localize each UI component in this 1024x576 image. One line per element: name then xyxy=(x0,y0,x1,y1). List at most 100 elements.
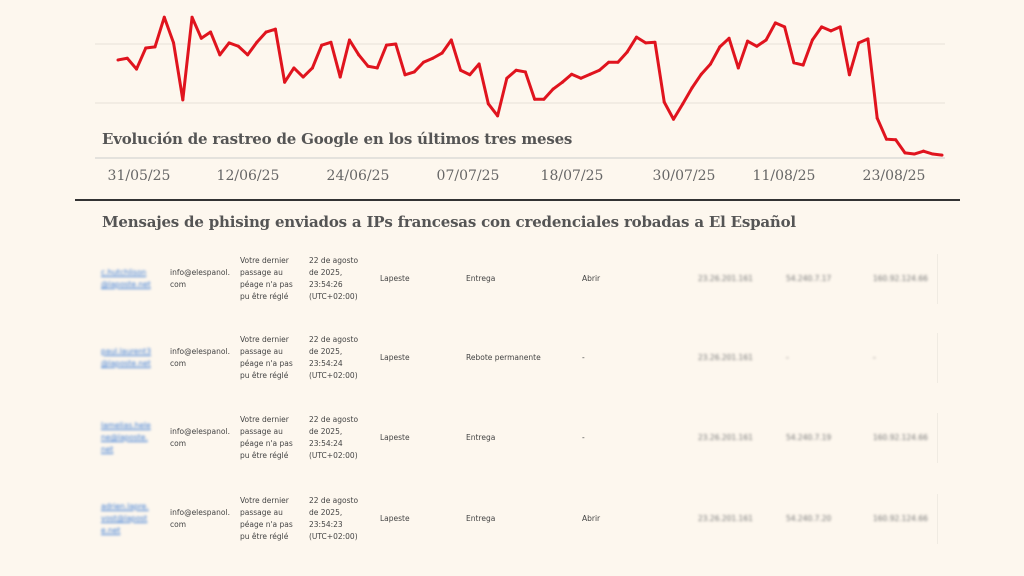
section-divider xyxy=(75,199,960,201)
data-point xyxy=(384,43,388,47)
data-point xyxy=(366,64,370,68)
table-row: c.hutchlison@laposte.net info@elespanol.c… xyxy=(0,239,1024,319)
data-point xyxy=(727,36,731,40)
data-point xyxy=(320,43,324,47)
opened-status: Abrir xyxy=(582,514,601,523)
data-point xyxy=(894,138,898,142)
data-point xyxy=(940,153,944,157)
data-point xyxy=(690,86,694,90)
data-point xyxy=(792,61,796,65)
data-point xyxy=(329,40,333,44)
data-point xyxy=(542,97,546,101)
data-point xyxy=(616,60,620,64)
data-point xyxy=(357,53,361,57)
data-point xyxy=(301,75,305,79)
data-point xyxy=(903,151,907,155)
provider: Lapeste xyxy=(380,514,410,523)
data-point xyxy=(422,60,426,64)
sender-email: info@elespanol.com xyxy=(170,268,230,289)
data-point xyxy=(375,66,379,70)
data-point xyxy=(838,25,842,29)
data-point xyxy=(190,15,194,19)
x-tick-label: 11/08/25 xyxy=(752,168,816,184)
data-point xyxy=(412,70,416,74)
data-point xyxy=(338,75,342,79)
data-point xyxy=(292,66,296,70)
recipient-email[interactable]: adrien.lapre.vost@laposte.net xyxy=(101,502,149,535)
table-row: lamelias.helene@laposte.net info@elespano… xyxy=(0,398,1024,478)
column-divider xyxy=(937,413,938,463)
x-tick-label: 07/07/25 xyxy=(436,168,500,184)
ip-address: 54.240.7.17 xyxy=(786,274,832,283)
data-point xyxy=(560,80,564,84)
data-point xyxy=(764,38,768,42)
delivery-status: Entrega xyxy=(466,514,496,523)
delivery-status: Rebote permanente xyxy=(466,353,541,362)
ip-address: 54.240.7.20 xyxy=(786,514,832,523)
x-tick-label: 12/06/25 xyxy=(216,168,280,184)
data-point xyxy=(709,62,713,66)
data-point xyxy=(755,44,759,48)
data-point xyxy=(347,38,351,42)
sender-email: info@elespanol.com xyxy=(170,427,230,448)
data-point xyxy=(829,29,833,33)
opened-status: - xyxy=(582,433,585,442)
data-point xyxy=(653,40,657,44)
data-point xyxy=(857,41,861,45)
data-point xyxy=(144,46,148,50)
column-divider xyxy=(937,494,938,544)
data-point xyxy=(931,152,935,156)
data-point xyxy=(468,73,472,77)
data-point xyxy=(236,44,240,48)
data-point xyxy=(283,80,287,84)
data-point xyxy=(116,58,120,62)
data-point xyxy=(440,51,444,55)
data-point xyxy=(921,149,925,153)
recipient-email[interactable]: paul.laurent3@laposte.net xyxy=(101,347,152,368)
data-point xyxy=(625,50,629,54)
data-point xyxy=(255,40,259,44)
x-tick-label: 24/06/25 xyxy=(326,168,390,184)
ip-address: 54.240.7.19 xyxy=(786,433,832,442)
data-point xyxy=(505,76,509,80)
data-point xyxy=(218,53,222,57)
data-point xyxy=(607,60,611,64)
table-row: paul.laurent3@laposte.net info@elespanol.… xyxy=(0,318,1024,398)
data-point xyxy=(570,72,574,76)
data-point xyxy=(912,152,916,156)
data-point xyxy=(847,73,851,77)
ip-address: 23.26.201.161 xyxy=(698,514,753,523)
data-point xyxy=(681,102,685,106)
data-point xyxy=(246,53,250,57)
subject: Votre dernier passage au péage n'a pas p… xyxy=(240,256,293,301)
sent-date: 22 de agosto de 2025, 23:54:24 (UTC+02:0… xyxy=(309,335,359,380)
column-divider xyxy=(937,254,938,304)
sent-date: 22 de agosto de 2025, 23:54:23 (UTC+02:0… xyxy=(309,496,359,541)
delivery-status: Entrega xyxy=(466,274,496,283)
chart-title: Evolución de rastreo de Google en los úl… xyxy=(102,130,573,148)
data-point xyxy=(199,36,203,40)
data-point xyxy=(783,25,787,29)
sent-date: 22 de agosto de 2025, 23:54:24 (UTC+02:0… xyxy=(309,415,359,460)
data-point xyxy=(273,27,277,31)
sent-date: 22 de agosto de 2025, 23:54:26 (UTC+02:0… xyxy=(309,256,359,301)
data-point xyxy=(533,97,537,101)
subject: Votre dernier passage au péage n'a pas p… xyxy=(240,415,293,460)
table-row: adrien.lapre.vost@laposte.net info@elespa… xyxy=(0,479,1024,559)
data-point xyxy=(172,41,176,45)
recipient-email[interactable]: lamelias.helene@laposte.net xyxy=(101,421,151,454)
data-point xyxy=(736,66,740,70)
data-point xyxy=(523,70,527,74)
data-point xyxy=(597,68,601,72)
ip-address: 23.26.201.161 xyxy=(698,274,753,283)
data-point xyxy=(551,87,555,91)
sender-email: info@elespanol.com xyxy=(170,508,230,529)
data-point xyxy=(181,98,185,102)
subject: Votre dernier passage au péage n'a pas p… xyxy=(240,496,293,541)
data-point xyxy=(486,102,490,106)
data-point xyxy=(699,72,703,76)
data-point xyxy=(162,15,166,19)
data-point xyxy=(125,56,129,60)
data-point xyxy=(135,67,139,71)
recipient-email[interactable]: c.hutchlison@laposte.net xyxy=(101,268,151,289)
